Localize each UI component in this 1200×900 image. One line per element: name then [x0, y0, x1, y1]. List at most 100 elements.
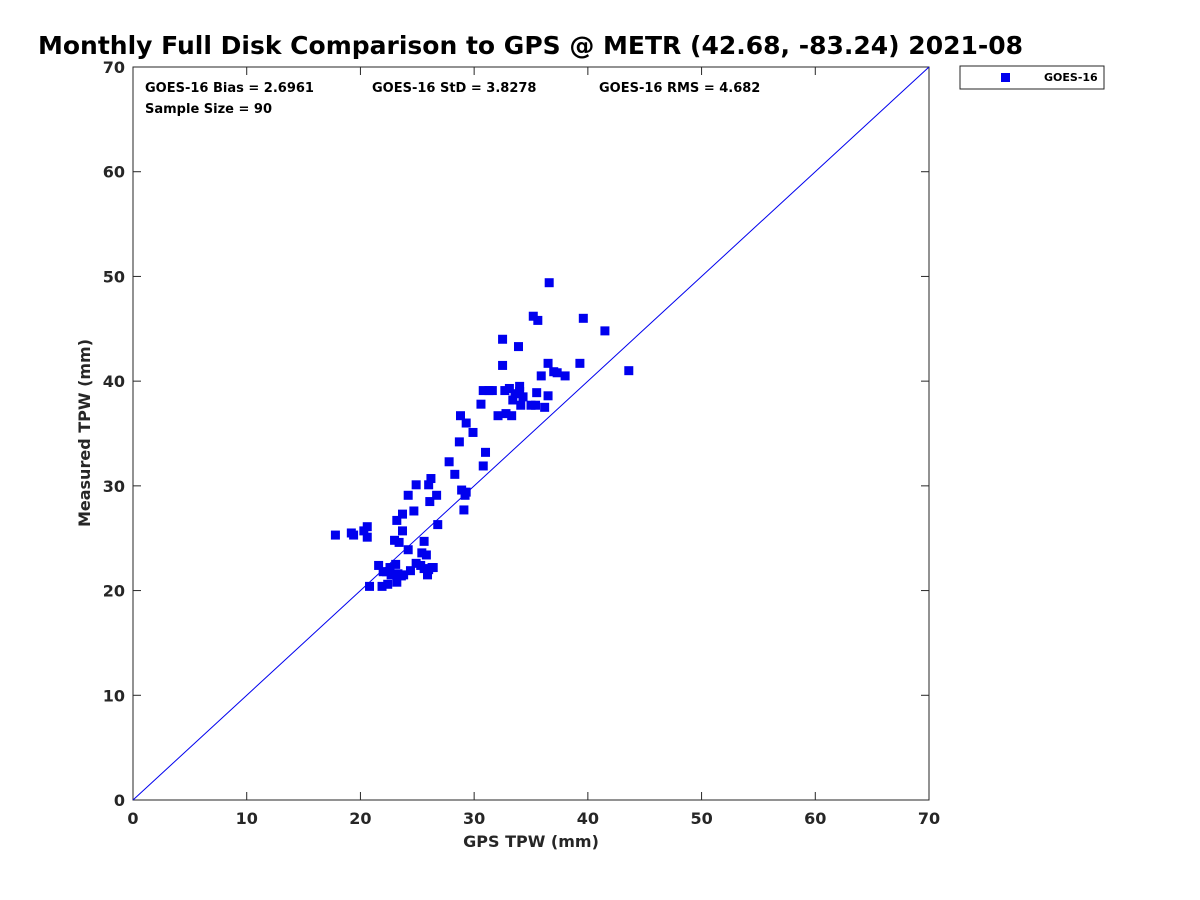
- y-tick-label: 40: [103, 372, 125, 391]
- x-tick-label: 60: [804, 809, 826, 828]
- data-point: [399, 570, 409, 580]
- x-tick-label: 50: [690, 809, 712, 828]
- data-point: [468, 427, 478, 437]
- data-point: [417, 548, 427, 558]
- data-point: [386, 570, 396, 580]
- data-point: [383, 579, 393, 589]
- data-point: [461, 487, 471, 497]
- data-point: [540, 402, 550, 412]
- data-point: [454, 437, 464, 447]
- legend: GOES-16: [959, 65, 1105, 90]
- data-point: [510, 389, 520, 399]
- data-point: [526, 400, 536, 410]
- data-point: [508, 395, 518, 405]
- legend-box: [959, 65, 1105, 90]
- data-point: [426, 474, 436, 484]
- data-point: [374, 560, 384, 570]
- y-tick-label: 50: [103, 267, 125, 286]
- data-point: [405, 566, 415, 576]
- data-point: [500, 386, 510, 396]
- data-point: [515, 387, 525, 397]
- x-tick-label: 70: [918, 809, 940, 828]
- sample-size-stat: Sample Size = 90: [145, 102, 272, 117]
- data-point: [385, 563, 395, 573]
- x-tick-label: 10: [236, 809, 258, 828]
- data-point: [532, 388, 542, 398]
- plot-area: [132, 66, 930, 801]
- data-point: [461, 418, 471, 428]
- data-point: [478, 386, 488, 396]
- data-point: [398, 509, 408, 519]
- data-point: [455, 411, 465, 421]
- data-point: [457, 485, 467, 495]
- data-point: [390, 535, 400, 545]
- rms-stat: GOES-16 RMS = 4.682: [599, 81, 760, 96]
- data-point: [392, 515, 402, 525]
- data-point: [411, 558, 421, 568]
- data-point: [392, 577, 402, 587]
- data-point: [330, 530, 340, 540]
- data-point: [425, 497, 435, 507]
- data-point: [544, 278, 554, 288]
- data-point: [433, 520, 443, 530]
- data-point: [411, 480, 421, 490]
- data-point: [515, 381, 525, 391]
- y-tick-label: 60: [103, 163, 125, 182]
- data-point: [424, 480, 434, 490]
- data-point: [528, 311, 538, 321]
- chart-title: Monthly Full Disk Comparison to GPS @ ME…: [38, 31, 1023, 60]
- data-point: [543, 358, 553, 368]
- data-point: [481, 447, 491, 457]
- std-stat: GOES-16 StD = 3.8278: [372, 81, 536, 96]
- data-point: [428, 563, 438, 573]
- data-point: [394, 537, 404, 547]
- data-point: [409, 506, 419, 516]
- data-point: [513, 342, 523, 352]
- data-point: [543, 391, 553, 401]
- data-point: [560, 371, 570, 381]
- data-point: [421, 550, 431, 560]
- data-point: [391, 559, 401, 569]
- data-point: [398, 526, 408, 536]
- x-axis-label: GPS TPW (mm): [463, 832, 599, 851]
- axis-ticks: 0 10 20 30 40 50 60 70 0 10 20 30 40 50 60 70: [103, 58, 940, 828]
- legend-entry-goes-16: GOES-16: [1044, 71, 1098, 84]
- data-point: [518, 392, 528, 402]
- data-point: [501, 409, 511, 419]
- data-point: [536, 371, 546, 381]
- data-point: [507, 411, 517, 421]
- data-point: [531, 400, 541, 410]
- data-point: [516, 400, 526, 410]
- data-point: [362, 522, 372, 532]
- data-point: [498, 334, 508, 344]
- data-point: [403, 545, 413, 555]
- data-point: [377, 581, 387, 591]
- data-point: [487, 386, 497, 396]
- data-point: [493, 411, 503, 421]
- bias-stat: GOES-16 Bias = 2.6961: [145, 81, 314, 96]
- data-point: [476, 399, 486, 409]
- x-tick-label: 30: [463, 809, 485, 828]
- data-point: [362, 532, 372, 542]
- legend-marker-square-icon: [1001, 73, 1010, 82]
- y-tick-label: 10: [103, 686, 125, 705]
- data-point: [365, 581, 375, 591]
- data-point: [349, 530, 359, 540]
- data-point: [478, 461, 488, 471]
- data-point: [419, 564, 429, 574]
- data-point: [459, 505, 469, 515]
- x-tick-label: 0: [127, 809, 138, 828]
- data-point: [450, 469, 460, 479]
- y-tick-label: 70: [103, 58, 125, 77]
- data-points: [330, 278, 634, 591]
- y-tick-label: 20: [103, 582, 125, 601]
- reference-line: [132, 66, 930, 801]
- y-tick-label: 30: [103, 477, 125, 496]
- data-point: [403, 490, 413, 500]
- data-point: [423, 570, 433, 580]
- x-tick-label: 20: [349, 809, 371, 828]
- data-point: [578, 313, 588, 323]
- data-point: [504, 383, 514, 393]
- y-axis-label: Measured TPW (mm): [75, 339, 94, 527]
